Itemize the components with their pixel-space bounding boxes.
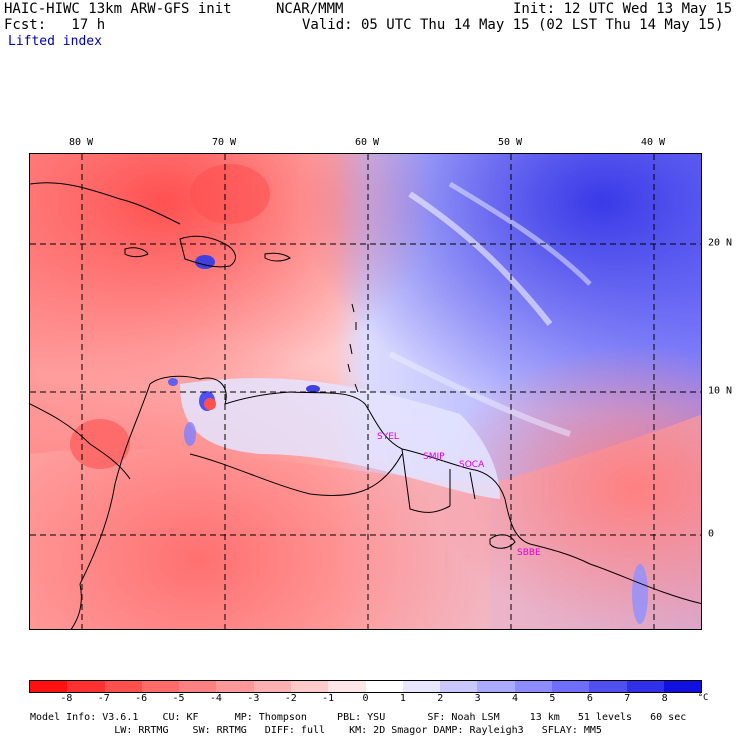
colorbar-tick-label: 2 xyxy=(437,693,444,704)
model-title: HAIC-HIWC 13km ARW-GFS init xyxy=(4,1,232,17)
colorbar-swatch xyxy=(402,681,441,692)
colorbar-tick-label: 7 xyxy=(624,693,631,704)
lon-label-80w: 80 W xyxy=(68,137,94,148)
lat-label-10n: 10 N xyxy=(708,385,733,397)
colorbar-swatch xyxy=(328,681,366,692)
colorbar-swatch xyxy=(589,681,627,692)
colorbar-swatch xyxy=(551,681,590,692)
map-panel xyxy=(29,153,702,630)
lat-label-0: 0 xyxy=(708,528,715,540)
colorbar-tick-label: -5 xyxy=(172,693,185,704)
colorbar-tick-label: 0 xyxy=(362,693,369,704)
model-info-line1: Model Info: V3.6.1 CU: KF MP: Thompson P… xyxy=(30,712,687,723)
lat-label-20n: 20 N xyxy=(708,237,733,249)
colorbar-tick-label: 4 xyxy=(512,693,519,704)
colorbar-tick-label: -8 xyxy=(60,693,73,704)
colorbar-swatch xyxy=(216,681,254,692)
colorbar-swatch xyxy=(290,681,329,692)
colorbar-tick-label: 6 xyxy=(586,693,593,704)
colorbar xyxy=(29,680,702,693)
field-name: Lifted index xyxy=(8,34,102,49)
colorbar-swatch xyxy=(141,681,180,692)
colorbar-tick-label: -1 xyxy=(322,693,335,704)
colorbar-tick-label: 1 xyxy=(399,693,406,704)
colorbar-swatch xyxy=(440,681,478,692)
colorbar-tick-label: 3 xyxy=(474,693,481,704)
colorbar-tick-label: 8 xyxy=(661,693,668,704)
station-syel: SYEL xyxy=(377,432,399,442)
lon-label-40w: 40 W xyxy=(640,137,666,148)
colorbar-swatch xyxy=(626,681,664,692)
lon-label-60w: 60 W xyxy=(354,137,380,148)
colorbar-swatch xyxy=(477,681,515,692)
station-sbbe: SBBE xyxy=(517,548,541,558)
graticule xyxy=(30,154,701,629)
colorbar-tick-label: 5 xyxy=(549,693,556,704)
colorbar-tick-label: -3 xyxy=(247,693,260,704)
colorbar-swatch xyxy=(514,681,552,692)
colorbar-tick-label: -6 xyxy=(135,693,148,704)
colorbar-tick-label: -7 xyxy=(97,693,110,704)
center-label: NCAR/MMM xyxy=(276,1,344,17)
colorbar-tick-label: -2 xyxy=(284,693,297,704)
forecast-hour: Fcst: 17 h xyxy=(4,17,106,33)
colorbar-swatch xyxy=(104,681,142,692)
colorbar-tick-label: -4 xyxy=(209,693,222,704)
valid-time: Valid: 05 UTC Thu 14 May 15 (02 LST Thu … xyxy=(302,17,724,33)
lon-label-70w: 70 W xyxy=(211,137,237,148)
colorbar-swatch xyxy=(663,681,702,692)
colorbar-swatch xyxy=(67,681,105,692)
colorbar-swatch xyxy=(253,681,291,692)
station-smjp: SMJP xyxy=(423,452,445,462)
colorbar-unit: °C xyxy=(697,693,709,703)
model-info-line2: LW: RRTMG SW: RRTMG DIFF: full KM: 2D Sm… xyxy=(30,725,602,736)
colorbar-swatch xyxy=(30,681,68,692)
colorbar-swatch xyxy=(365,681,403,692)
init-time: Init: 12 UTC Wed 13 May 15 xyxy=(513,1,733,17)
lifted-index-field xyxy=(30,154,701,629)
lon-label-50w: 50 W xyxy=(497,137,523,148)
station-soca: SOCA xyxy=(459,460,485,470)
colorbar-swatch xyxy=(179,681,217,692)
